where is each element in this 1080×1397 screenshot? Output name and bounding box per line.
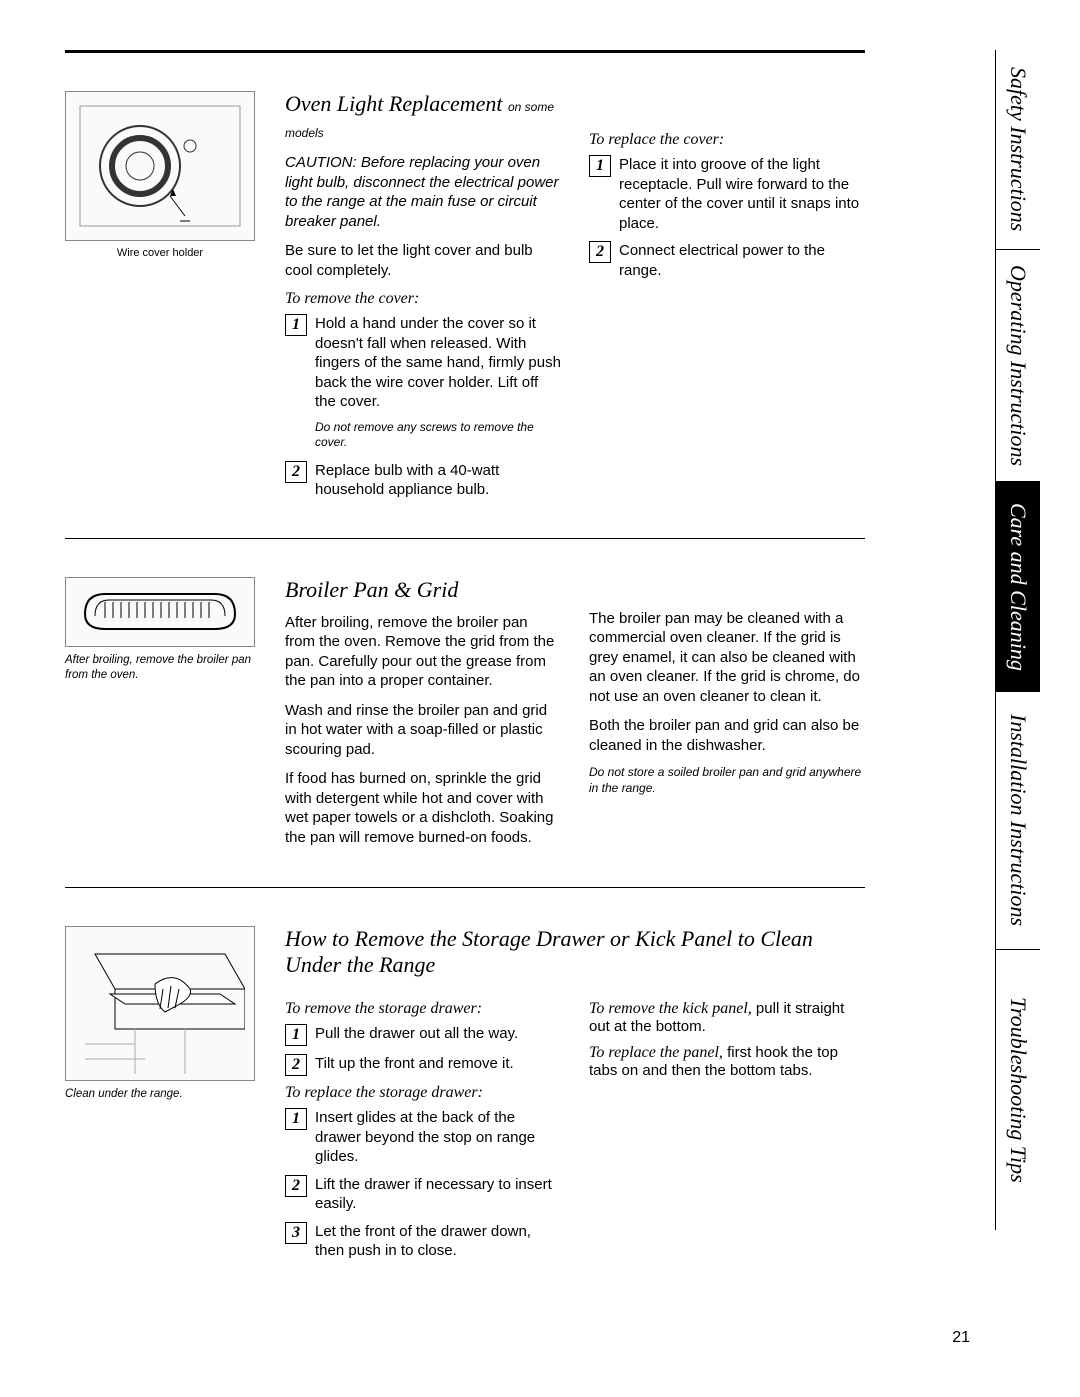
replace-drawer-step-2: 2 Lift the drawer if necessary to insert… xyxy=(285,1175,561,1214)
replace-step-1: 1 Place it into groove of the light rece… xyxy=(589,155,865,233)
figure-caption: After broiling, remove the broiler pan f… xyxy=(65,653,255,684)
body-p: Wash and rinse the broiler pan and grid … xyxy=(285,701,561,760)
page-body: Wire cover holder Oven Light Replacement… xyxy=(65,50,865,1279)
tab-troubleshooting[interactable]: Troubleshooting Tips xyxy=(996,950,1040,1230)
remove-cover-heading: To remove the cover: xyxy=(285,290,561,308)
drawer-illustration-icon xyxy=(75,934,245,1074)
page-number: 21 xyxy=(952,1329,970,1347)
figure-oven-light xyxy=(65,91,255,241)
step-text: Hold a hand under the cover so it doesn'… xyxy=(315,314,561,412)
step-num-icon: 1 xyxy=(285,314,307,336)
side-tabs: Safety Instructions Operating Instructio… xyxy=(995,50,1040,1230)
tab-safety[interactable]: Safety Instructions xyxy=(996,50,1040,250)
body-p1: Be sure to let the light cover and bulb … xyxy=(285,241,561,280)
figure-broiler-pan xyxy=(65,577,255,647)
lead: To replace the panel, xyxy=(589,1044,723,1061)
step-text: Lift the drawer if necessary to insert e… xyxy=(315,1175,561,1214)
heading-text: Oven Light Replacement xyxy=(285,91,503,116)
replace-step-2: 2 Connect electrical power to the range. xyxy=(589,241,865,280)
section-oven-light: Wire cover holder Oven Light Replacement… xyxy=(65,53,865,538)
step-text: Place it into groove of the light recept… xyxy=(619,155,865,233)
body-p: If food has burned on, sprinkle the grid… xyxy=(285,769,561,847)
kick-remove: To remove the kick panel, pull it straig… xyxy=(589,1000,865,1036)
remove-drawer-step-1: 1 Pull the drawer out all the way. xyxy=(285,1024,561,1046)
lead: To remove the kick panel, xyxy=(589,1000,752,1017)
broiler-pan-illustration-icon xyxy=(75,584,245,639)
step-num-icon: 1 xyxy=(285,1024,307,1046)
figure-drawer xyxy=(65,926,255,1081)
oven-light-illustration-icon xyxy=(75,101,245,231)
note-do-not-store: Do not store a soiled broiler pan and gr… xyxy=(589,765,865,796)
replace-drawer-step-3: 3 Let the front of the drawer down, then… xyxy=(285,1222,561,1261)
figure-caption: Wire cover holder xyxy=(65,247,255,259)
replace-drawer-step-1: 1 Insert glides at the back of the drawe… xyxy=(285,1108,561,1167)
note-no-screws: Do not remove any screws to remove the c… xyxy=(315,420,561,451)
step-num-icon: 2 xyxy=(589,241,611,263)
remove-step-1: 1 Hold a hand under the cover so it does… xyxy=(285,314,561,412)
section-broiler: After broiling, remove the broiler pan f… xyxy=(65,539,865,888)
tab-installation[interactable]: Installation Instructions xyxy=(996,692,1040,950)
section-storage-drawer: Clean under the range. How to Remove the… xyxy=(65,888,865,1279)
section1-heading: Oven Light Replacement on some models xyxy=(285,91,561,143)
step-text: Let the front of the drawer down, then p… xyxy=(315,1222,561,1261)
step-num-icon: 2 xyxy=(285,1054,307,1076)
remove-step-2: 2 Replace bulb with a 40-watt household … xyxy=(285,461,561,500)
section2-heading: Broiler Pan & Grid xyxy=(285,577,561,603)
kick-replace: To replace the panel, first hook the top… xyxy=(589,1044,865,1080)
step-num-icon: 2 xyxy=(285,1175,307,1197)
step-num-icon: 1 xyxy=(285,1108,307,1130)
caution-text: CAUTION: Before replacing your oven ligh… xyxy=(285,153,561,231)
tab-care-cleaning[interactable]: Care and Cleaning xyxy=(996,482,1040,692)
tab-operating[interactable]: Operating Instructions xyxy=(996,250,1040,482)
step-text: Replace bulb with a 40-watt household ap… xyxy=(315,461,561,500)
step-text: Connect electrical power to the range. xyxy=(619,241,865,280)
body-p: After broiling, remove the broiler pan f… xyxy=(285,613,561,691)
body-p: The broiler pan may be cleaned with a co… xyxy=(589,609,865,707)
replace-drawer-heading: To replace the storage drawer: xyxy=(285,1084,561,1102)
remove-drawer-heading: To remove the storage drawer: xyxy=(285,1000,561,1018)
figure-caption: Clean under the range. xyxy=(65,1087,255,1103)
step-num-icon: 2 xyxy=(285,461,307,483)
body-p: Both the broiler pan and grid can also b… xyxy=(589,716,865,755)
remove-drawer-step-2: 2 Tilt up the front and remove it. xyxy=(285,1054,561,1076)
step-num-icon: 1 xyxy=(589,155,611,177)
replace-cover-heading: To replace the cover: xyxy=(589,131,865,149)
step-text: Pull the drawer out all the way. xyxy=(315,1024,561,1046)
step-num-icon: 3 xyxy=(285,1222,307,1244)
section3-heading: How to Remove the Storage Drawer or Kick… xyxy=(285,926,865,978)
step-text: Tilt up the front and remove it. xyxy=(315,1054,561,1076)
step-text: Insert glides at the back of the drawer … xyxy=(315,1108,561,1167)
